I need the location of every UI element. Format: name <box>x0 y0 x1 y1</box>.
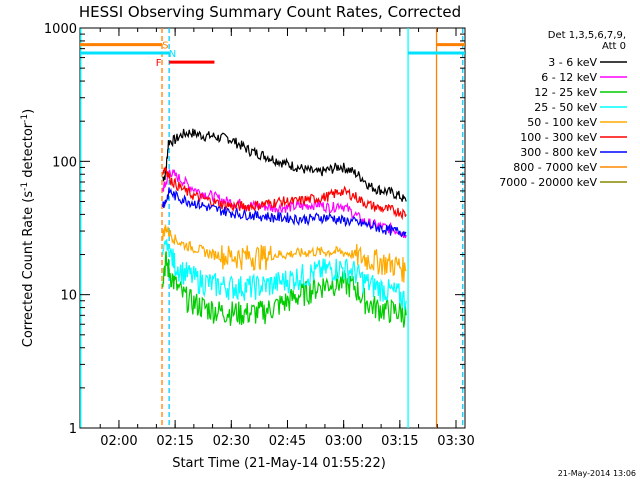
x-tick-label-0: 02:00 <box>100 434 137 449</box>
legend-label-2: 12 - 25 keV <box>534 86 597 99</box>
series-line-6 <box>162 187 407 238</box>
y-axis-label: Corrected Count Rate (s-1 detector-1) <box>20 109 36 347</box>
legend-label-3: 25 - 50 keV <box>534 101 597 114</box>
y-label-mid: detector <box>21 122 36 182</box>
y-label-main: Corrected Count Rate (s <box>21 191 36 348</box>
series-line-3 <box>162 239 407 311</box>
y-label-end: ) <box>21 109 36 114</box>
y-axis-ticks: 1 10 100 1000 <box>44 22 465 437</box>
legend-label-6: 300 - 800 keV <box>520 146 597 159</box>
legend-header-1: Att 0 <box>602 41 626 52</box>
y-tick-label-0: 1 <box>69 422 77 437</box>
attenuator-segments: SNF <box>80 41 465 69</box>
y-tick-label-1: 10 <box>60 289 77 304</box>
legend-label-5: 100 - 300 keV <box>520 131 597 144</box>
plot-area <box>79 27 466 429</box>
segment-label-F: F <box>156 58 162 69</box>
series-line-2 <box>162 251 407 328</box>
legend-label-4: 50 - 100 keV <box>527 116 597 129</box>
x-tick-label-6: 03:30 <box>437 434 474 449</box>
x-tick-label-1: 02:15 <box>156 434 193 449</box>
segment-label-N: N <box>169 49 176 60</box>
x-axis-ticks: 02:00 02:15 02:30 02:45 03:00 03:15 03:30 <box>99 28 475 449</box>
legend-label-0: 3 - 6 keV <box>548 56 597 69</box>
legend-label-1: 6 - 12 keV <box>541 71 597 84</box>
legend: Det 1,3,5,6,7,9,Att 0 3 - 6 keV 6 - 12 keV… <box>499 30 627 189</box>
series-line-5 <box>162 165 407 221</box>
timestamp: 21-May-2014 13:06 <box>558 469 636 478</box>
x-tick-label-2: 02:30 <box>213 434 250 449</box>
chart-title: HESSI Observing Summary Count Rates, Cor… <box>79 3 461 21</box>
legend-header-0: Det 1,3,5,6,7,9, <box>548 30 626 41</box>
series-lines <box>162 128 407 328</box>
marker-lines <box>80 28 464 428</box>
y-tick-label-2: 100 <box>52 155 77 170</box>
x-tick-label-3: 02:45 <box>269 434 306 449</box>
y-tick-label-3: 1000 <box>44 22 77 37</box>
series-line-4 <box>162 223 407 283</box>
x-axis-label: Start Time (21-May-14 01:55:22) <box>172 456 386 471</box>
x-tick-label-4: 03:00 <box>325 434 362 449</box>
y-label-sup2: -1 <box>20 114 30 123</box>
series-line-0 <box>162 128 407 202</box>
y-label-sup1: -1 <box>20 182 30 191</box>
x-tick-label-5: 03:15 <box>381 434 418 449</box>
legend-label-8: 7000 - 20000 keV <box>499 176 597 189</box>
legend-label-7: 800 - 7000 keV <box>513 161 597 174</box>
segment-label-S: S <box>162 41 168 52</box>
